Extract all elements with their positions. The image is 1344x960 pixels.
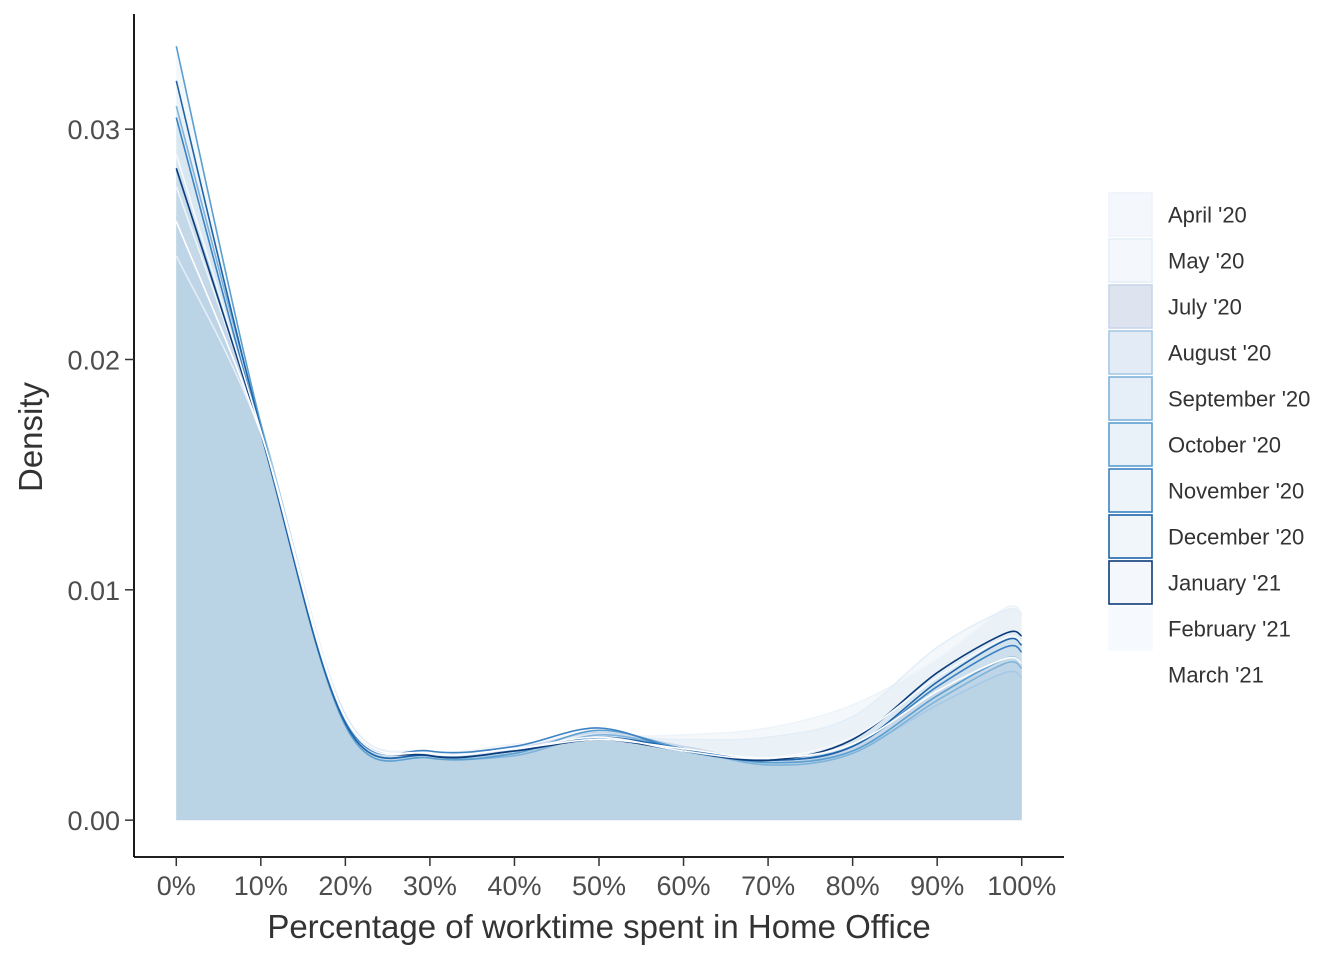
legend-label-july-20: July '20	[1168, 295, 1242, 320]
legend-label-october-20: October '20	[1168, 433, 1281, 458]
legend-key-september-20	[1108, 376, 1153, 421]
legend-key-july-20	[1108, 284, 1153, 329]
x-tick-label: 20%	[318, 871, 372, 901]
legend-key-march-21	[1108, 652, 1153, 697]
legend-key-april-20	[1108, 192, 1153, 237]
y-tick-label: 0.00	[67, 806, 120, 836]
legend-label-september-20: September '20	[1168, 387, 1310, 412]
density-lines	[175, 46, 1023, 766]
density-area-february-21	[176, 154, 1022, 821]
density-area-may-20	[176, 255, 1022, 821]
density-area-september-20	[176, 106, 1022, 821]
legend-key-october-20	[1108, 422, 1153, 467]
x-tick-label: 50%	[572, 871, 626, 901]
legend-key-august-20	[1108, 330, 1153, 375]
y-tick-label: 0.01	[67, 576, 120, 606]
x-tick-label: 40%	[487, 871, 541, 901]
density-line-march-21	[175, 221, 1023, 759]
legend-label-january-21: January '21	[1168, 571, 1281, 596]
y-tick-label: 0.02	[67, 345, 120, 375]
x-tick-label: 70%	[741, 871, 795, 901]
y-axis-title: Density	[12, 381, 49, 492]
x-axis-title: Percentage of worktime spent in Home Off…	[267, 908, 930, 945]
density-area-july-20	[176, 216, 1022, 821]
legend-label-november-20: November '20	[1168, 479, 1304, 504]
x-tick-label: 80%	[826, 871, 880, 901]
x-tick-label: 30%	[403, 871, 457, 901]
density-area-april-20	[176, 186, 1022, 821]
legend-label-december-20: December '20	[1168, 525, 1304, 550]
density-area-november-20	[176, 117, 1022, 821]
legend-key-november-20	[1108, 468, 1153, 513]
legend-key-january-21	[1108, 560, 1153, 605]
y-tick-label: 0.03	[67, 115, 120, 145]
x-tick-label: 10%	[234, 871, 288, 901]
density-area-march-21	[176, 221, 1022, 821]
x-tick-label: 0%	[157, 871, 196, 901]
density-area-october-20	[176, 46, 1022, 821]
legend-key-may-20	[1108, 238, 1153, 283]
legend-key-december-20	[1108, 514, 1153, 559]
density-areas	[176, 46, 1022, 821]
legend-key-february-21	[1108, 606, 1153, 651]
legend-label-august-20: August '20	[1168, 341, 1271, 366]
density-area-august-20	[176, 170, 1022, 821]
legend: April '20 May '20 July '20 August '20 Septem…	[1108, 192, 1310, 697]
legend-label-may-20: May '20	[1168, 249, 1244, 274]
x-tick-label: 90%	[910, 871, 964, 901]
density-area-december-20	[176, 80, 1022, 821]
legend-label-april-20: April '20	[1168, 203, 1247, 228]
legend-label-march-21: March '21	[1168, 663, 1264, 688]
axes: 0% 10% 20% 30% 40% 50% 60% 70% 80% 90% 100% 0.00 0.0…	[67, 14, 1064, 901]
x-tick-label: 60%	[657, 871, 711, 901]
density-area-january-21	[176, 168, 1022, 821]
x-tick-label: 100%	[987, 871, 1056, 901]
legend-label-february-21: February '21	[1168, 617, 1291, 642]
